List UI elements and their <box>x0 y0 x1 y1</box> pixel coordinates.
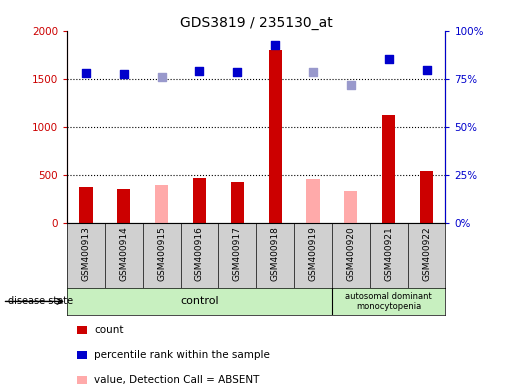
Bar <box>268 50 282 223</box>
Point <box>195 68 203 74</box>
Text: GSM400913: GSM400913 <box>81 226 90 281</box>
Text: GSM400919: GSM400919 <box>308 226 317 281</box>
Bar <box>344 191 357 223</box>
Bar <box>67 288 332 315</box>
Bar <box>117 189 130 223</box>
Bar <box>306 179 320 223</box>
Point <box>385 56 393 62</box>
Text: GSM400922: GSM400922 <box>422 226 431 281</box>
Text: control: control <box>180 296 219 306</box>
Bar <box>332 288 445 315</box>
Bar <box>231 182 244 223</box>
Text: GSM400918: GSM400918 <box>271 226 280 281</box>
Bar <box>382 115 396 223</box>
Bar <box>79 187 93 223</box>
Text: GSM400920: GSM400920 <box>347 226 355 281</box>
Point <box>347 83 355 89</box>
Text: GSM400921: GSM400921 <box>384 226 393 281</box>
Bar <box>155 185 168 223</box>
Text: GSM400917: GSM400917 <box>233 226 242 281</box>
Point <box>82 70 90 76</box>
Text: value, Detection Call = ABSENT: value, Detection Call = ABSENT <box>94 375 260 384</box>
Bar <box>193 177 206 223</box>
Text: GSM400915: GSM400915 <box>157 226 166 281</box>
Text: count: count <box>94 325 124 335</box>
Text: GSM400916: GSM400916 <box>195 226 204 281</box>
Point <box>158 74 166 80</box>
Text: autosomal dominant
monocytopenia: autosomal dominant monocytopenia <box>346 292 432 311</box>
Text: disease state: disease state <box>8 296 73 306</box>
Point <box>119 71 128 77</box>
Point <box>422 67 431 73</box>
Point <box>309 69 317 75</box>
Title: GDS3819 / 235130_at: GDS3819 / 235130_at <box>180 16 333 30</box>
Point <box>233 70 242 76</box>
Point <box>271 42 279 48</box>
Text: GSM400914: GSM400914 <box>119 226 128 281</box>
Text: percentile rank within the sample: percentile rank within the sample <box>94 350 270 360</box>
Bar <box>420 171 433 223</box>
